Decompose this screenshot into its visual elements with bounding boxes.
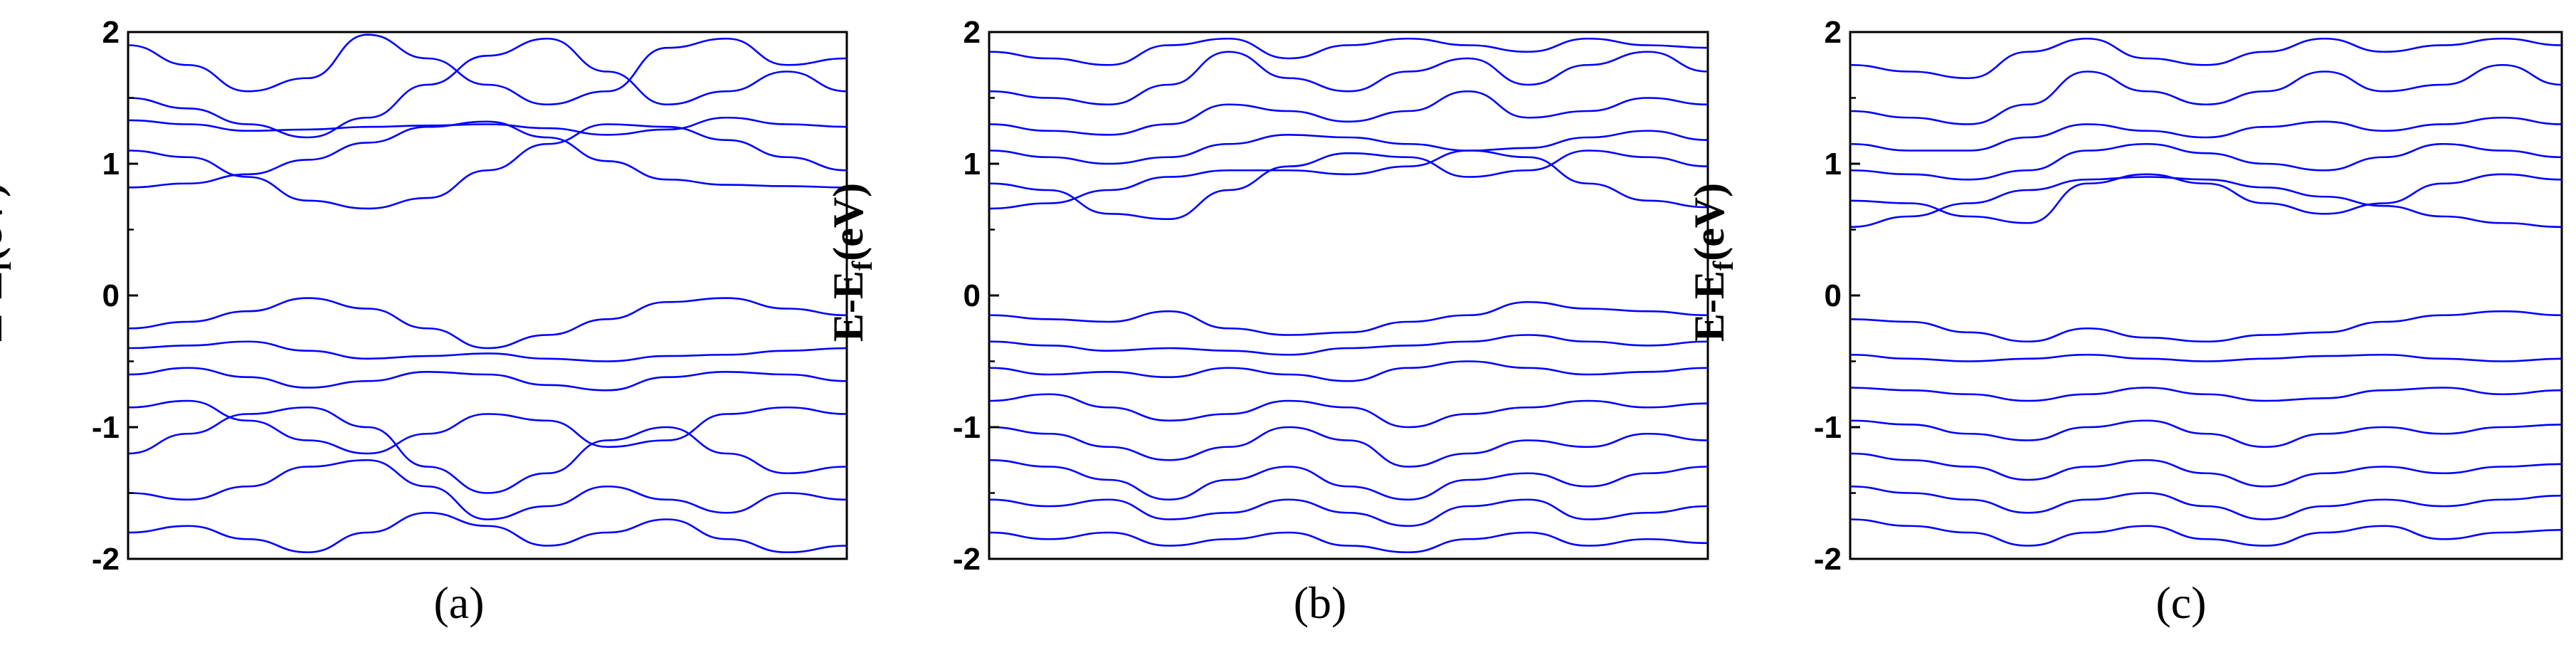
band-line-3 xyxy=(989,90,1708,136)
band-line-11 xyxy=(989,458,1708,501)
band-line-3 xyxy=(128,37,847,139)
y-tick-label: -2 xyxy=(953,542,981,577)
band-line-7 xyxy=(989,334,1708,356)
y-tick-label: 1 xyxy=(1825,147,1842,182)
band-lines xyxy=(1850,37,2562,547)
y-tick-label: -2 xyxy=(1814,542,1842,577)
band-line-0 xyxy=(128,120,847,189)
band-line-0 xyxy=(1850,176,2562,229)
band-line-9 xyxy=(128,406,847,494)
band-line-5 xyxy=(989,37,1708,66)
band-line-5 xyxy=(1850,37,2562,80)
band-line-6 xyxy=(989,300,1708,336)
band-line-10 xyxy=(128,458,847,520)
plot-area: -2 -1 0 1 2 xyxy=(1814,15,2563,577)
y-tick-label: -1 xyxy=(953,410,981,445)
band-line-8 xyxy=(989,360,1708,382)
band-line-1 xyxy=(989,150,1708,221)
band-line-0 xyxy=(989,150,1708,210)
band-line-11 xyxy=(1850,485,2562,520)
band-line-6 xyxy=(128,340,847,362)
band-line-13 xyxy=(989,531,1708,554)
plot-frame xyxy=(127,31,848,560)
y-tick-label: 1 xyxy=(964,147,981,182)
band-line-8 xyxy=(1850,387,2562,402)
band-line-3 xyxy=(1850,116,2562,152)
band-line-7 xyxy=(128,367,847,392)
plot-frame xyxy=(1849,31,2563,560)
y-tick-label: 1 xyxy=(102,147,120,182)
band-line-7 xyxy=(1850,353,2562,362)
panel-caption: (b) xyxy=(1293,577,1347,628)
y-tick-label: 0 xyxy=(102,278,120,313)
band-lines xyxy=(989,37,1708,554)
y-tick-label: 0 xyxy=(1825,278,1842,313)
y-tick-label: 2 xyxy=(964,15,981,50)
band-line-9 xyxy=(989,393,1708,429)
panel-c: E-Ef(eV) -2 -1 0 1 2 (c) xyxy=(1686,0,2576,650)
band-line-2 xyxy=(128,116,847,136)
band-line-12 xyxy=(989,498,1708,528)
band-line-10 xyxy=(989,426,1708,468)
band-line-9 xyxy=(1850,419,2562,449)
y-tick-label: -2 xyxy=(92,542,120,577)
panel-b: E-Ef(eV) -2 -1 0 1 2 (b) xyxy=(825,0,1722,650)
band-line-12 xyxy=(1850,518,2562,547)
plot-area: -2 -1 0 1 2 xyxy=(92,15,848,577)
band-line-1 xyxy=(1850,173,2562,224)
y-tick-label: 2 xyxy=(1825,15,1842,50)
band-line-11 xyxy=(128,511,847,554)
band-line-4 xyxy=(989,51,1708,106)
band-line-10 xyxy=(1850,452,2562,488)
band-line-4 xyxy=(128,33,847,106)
band-lines xyxy=(128,33,847,554)
plot-area: -2 -1 0 1 2 xyxy=(953,15,1709,577)
band-line-2 xyxy=(1850,142,2562,181)
band-line-5 xyxy=(128,297,847,350)
band-line-6 xyxy=(1850,310,2562,343)
band-line-1 xyxy=(128,123,847,210)
band-line-4 xyxy=(1850,63,2562,125)
y-tick-label: 2 xyxy=(102,15,120,50)
y-tick-label: -1 xyxy=(1814,410,1842,445)
y-tick-label: 0 xyxy=(964,278,981,313)
panel-caption: (a) xyxy=(433,577,485,628)
band-line-2 xyxy=(989,130,1708,165)
y-tick-label: -1 xyxy=(92,410,120,445)
panel-caption: (c) xyxy=(2155,577,2207,628)
band-line-8 xyxy=(128,399,847,455)
